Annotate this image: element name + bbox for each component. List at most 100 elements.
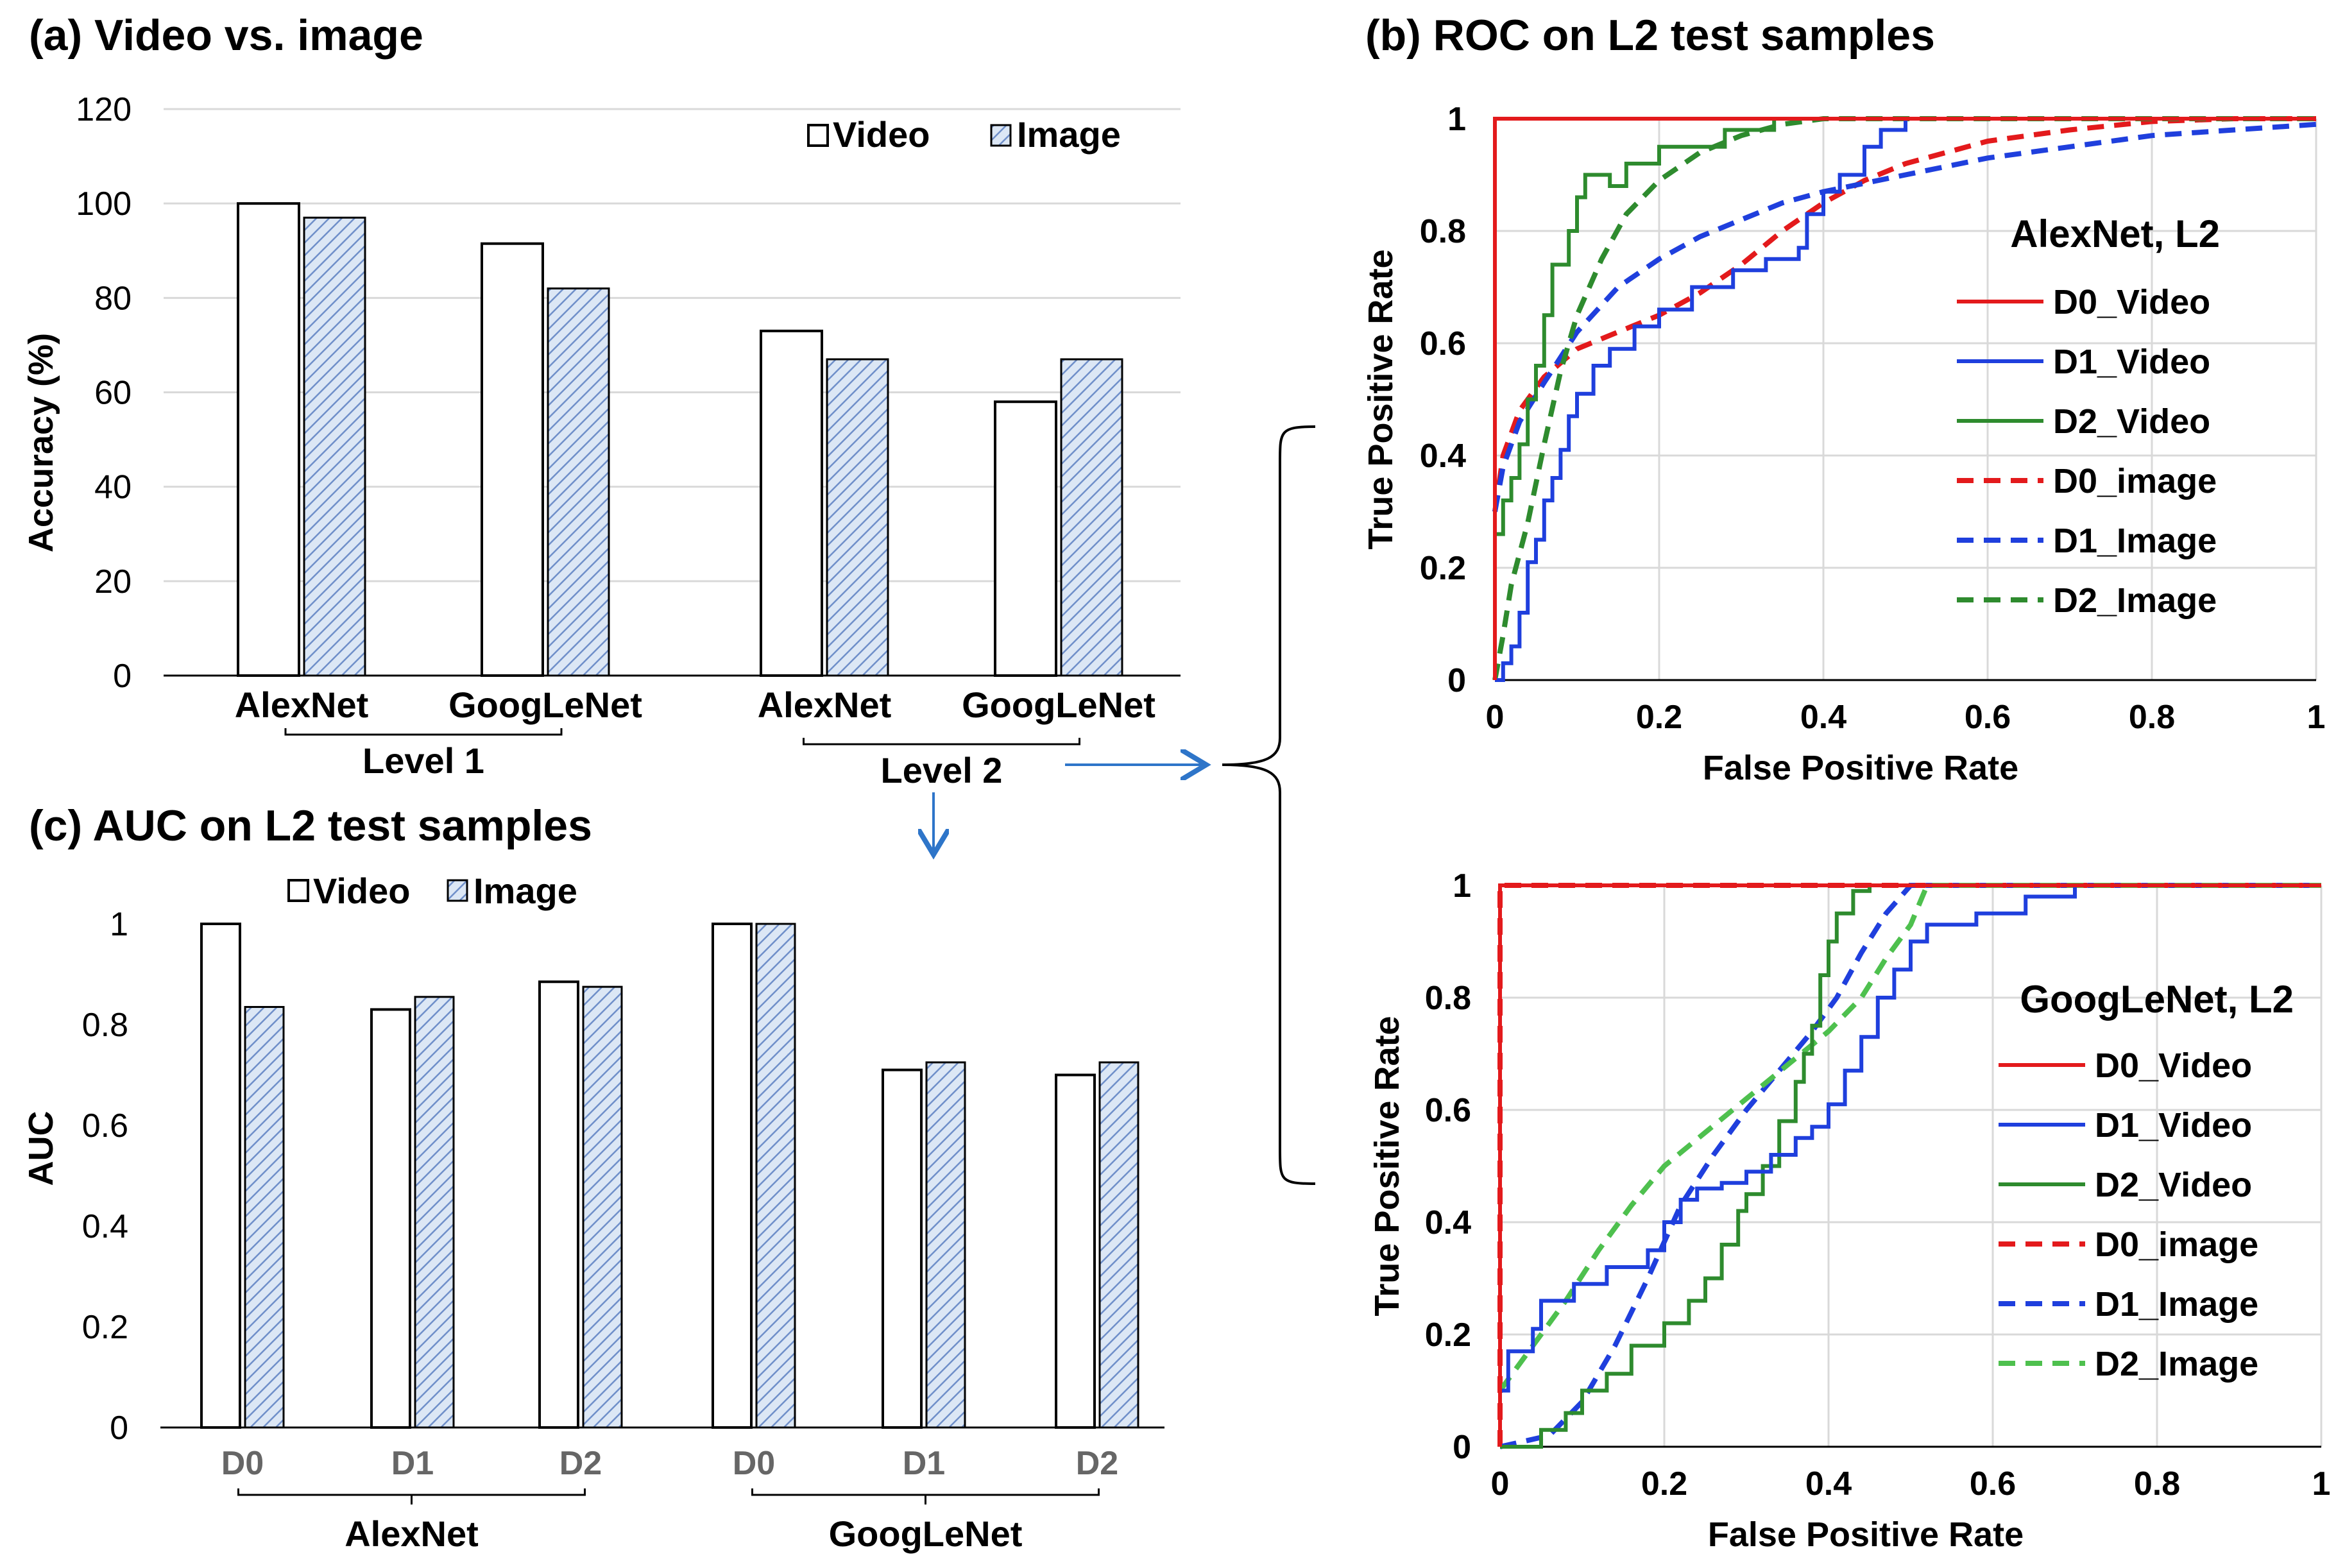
roc-line-d1-image <box>1499 883 2321 1449</box>
y-tick-label: 1 <box>1453 867 1471 905</box>
y-tick-label: 0.8 <box>82 1007 128 1044</box>
roc-chart-alexnet: 0 0.2 0.4 0.6 0.8 1 0 0.2 0.4 0.6 0.8 1 False Positi… <box>1361 101 2325 787</box>
bar-video-3 <box>994 400 1057 677</box>
legend-image-swatch <box>990 124 1012 147</box>
y-tick-label: 0 <box>113 658 132 695</box>
x-tick-label: 0.4 <box>1805 1465 1852 1503</box>
curly-brace <box>1222 425 1316 1185</box>
panel-a-accuracy-chart: (a) Video vs. image 0 20 40 60 80 100 120 Accu… <box>22 11 1181 790</box>
bar-video-4 <box>882 1068 923 1429</box>
bar-image-0 <box>303 216 366 677</box>
roc-line-d2-video <box>1500 883 2321 1449</box>
panel-a-title: (a) Video vs. image <box>29 11 423 60</box>
x-tick-label: 0.2 <box>1636 699 1682 736</box>
group-bracket <box>751 1488 1100 1504</box>
group-bracket <box>284 728 563 736</box>
bar-video-2 <box>760 329 823 677</box>
legend-label: D1_Video <box>2095 1106 2252 1145</box>
y-tick-label: 0.6 <box>82 1107 128 1145</box>
legend-image-label: Image <box>473 871 577 911</box>
y-tick-label: 0.2 <box>82 1309 128 1346</box>
bar-image-0 <box>244 1006 285 1429</box>
y-tick-label: 100 <box>76 185 132 223</box>
y-tick-label: 0.6 <box>1425 1092 1471 1129</box>
panel-a-bars <box>237 202 1123 677</box>
x-tick-label: 0 <box>1491 1465 1510 1503</box>
y-tick-label: 60 <box>94 375 132 412</box>
legend-image-label: Image <box>1017 114 1121 155</box>
panel-c-auc-chart: (c) AUC on L2 test samples Video Image 0… <box>22 801 1164 1554</box>
panel-c-y-axis-label: AUC <box>22 1111 60 1186</box>
bar-video-1 <box>370 1008 411 1429</box>
bar-image-2 <box>826 358 889 677</box>
roc-line-d0-video <box>1493 117 2316 680</box>
y-tick-label: 0.8 <box>1420 213 1466 250</box>
y-tick-label: 1 <box>110 906 128 943</box>
group-label: AlexNet <box>345 1513 479 1554</box>
bar-video-2 <box>538 980 579 1429</box>
panel-c-y-ticks: 0 0.2 0.4 0.6 0.8 1 <box>82 906 128 1447</box>
legend-label: D0_Video <box>2053 283 2210 321</box>
x-axis-label: False Positive Rate <box>1708 1515 2024 1554</box>
legend-label: D1_Image <box>2053 522 2217 560</box>
category-label: GoogLeNet <box>448 685 642 725</box>
legend-label: D2_Video <box>2053 402 2210 441</box>
legend-image-swatch <box>447 879 468 902</box>
x-axis-label: False Positive Rate <box>1703 749 2018 787</box>
x-tick-label: 0.2 <box>1641 1465 1687 1503</box>
bar-image-4 <box>925 1061 966 1429</box>
panel-c-category-labels: D0 D1 D2 D0 D1 D2 <box>221 1445 1118 1482</box>
category-label: GoogLeNet <box>962 685 1155 725</box>
panel-b-title: (b) ROC on L2 test samples <box>1365 11 1935 60</box>
legend-label: D1_Image <box>2095 1285 2258 1324</box>
y-tick-label: 0.6 <box>1420 325 1466 362</box>
connectors <box>741 425 1316 1185</box>
roc-inner-title: AlexNet, L2 <box>2010 212 2220 255</box>
category-label: D0 <box>733 1445 775 1482</box>
bar-video-0 <box>237 202 300 677</box>
group-bracket <box>237 1488 586 1504</box>
legend-label: D2_Image <box>2095 1345 2258 1383</box>
legend-video-swatch <box>287 879 309 902</box>
bar-video-5 <box>1055 1073 1096 1429</box>
y-tick-label: 0.8 <box>1425 980 1471 1017</box>
bar-image-2 <box>582 985 623 1429</box>
panel-a-y-ticks: 0 20 40 60 80 100 120 <box>76 91 132 695</box>
category-label: D2 <box>559 1445 602 1482</box>
x-tick-label: 0.6 <box>1970 1465 2016 1503</box>
panel-a-y-axis-label: Accuracy (%) <box>22 333 60 552</box>
roc-line-d2-image <box>1497 883 2321 1392</box>
y-tick-label: 0.4 <box>1420 438 1466 475</box>
y-tick-label: 0 <box>1447 662 1466 699</box>
x-tick-label: 0 <box>1486 699 1505 736</box>
roc-inner-title: GoogLeNet, L2 <box>2020 978 2294 1021</box>
bar-image-3 <box>1060 358 1123 677</box>
panel-a-legend: Video Image <box>807 114 1121 155</box>
y-tick-label: 1 <box>1447 101 1466 138</box>
y-axis-label: True Positive Rate <box>1361 249 1400 549</box>
y-tick-label: 0.2 <box>1425 1317 1471 1354</box>
legend-label: D0_image <box>2095 1225 2258 1264</box>
legend-video-label: Video <box>313 871 410 911</box>
x-tick-label: 1 <box>2307 699 2326 736</box>
category-label: D1 <box>903 1445 945 1482</box>
panel-a-group-labels: Level 1 Level 2 <box>284 728 1080 790</box>
x-tick-label: 0.4 <box>1800 699 1846 736</box>
bar-image-1 <box>547 287 610 677</box>
y-tick-label: 120 <box>76 91 132 128</box>
legend-video-label: Video <box>833 114 930 155</box>
x-tick-label: 0.8 <box>2134 1465 2180 1503</box>
panel-c-legend: Video Image <box>287 871 577 911</box>
roc-line-d0-image <box>1492 116 2316 513</box>
legend-label: D0_image <box>2053 462 2217 500</box>
bar-image-1 <box>414 996 455 1429</box>
category-label: D0 <box>221 1445 264 1482</box>
panel-a-category-labels: AlexNet GoogLeNet AlexNet GoogLeNet <box>235 685 1155 725</box>
roc-line-d1-video <box>1500 883 2321 1393</box>
y-tick-label: 80 <box>94 280 132 317</box>
group-label: GoogLeNet <box>829 1513 1023 1554</box>
roc-line-d1-video <box>1495 117 2316 682</box>
y-tick-label: 0.2 <box>1420 550 1466 587</box>
category-label: AlexNet <box>758 685 892 725</box>
